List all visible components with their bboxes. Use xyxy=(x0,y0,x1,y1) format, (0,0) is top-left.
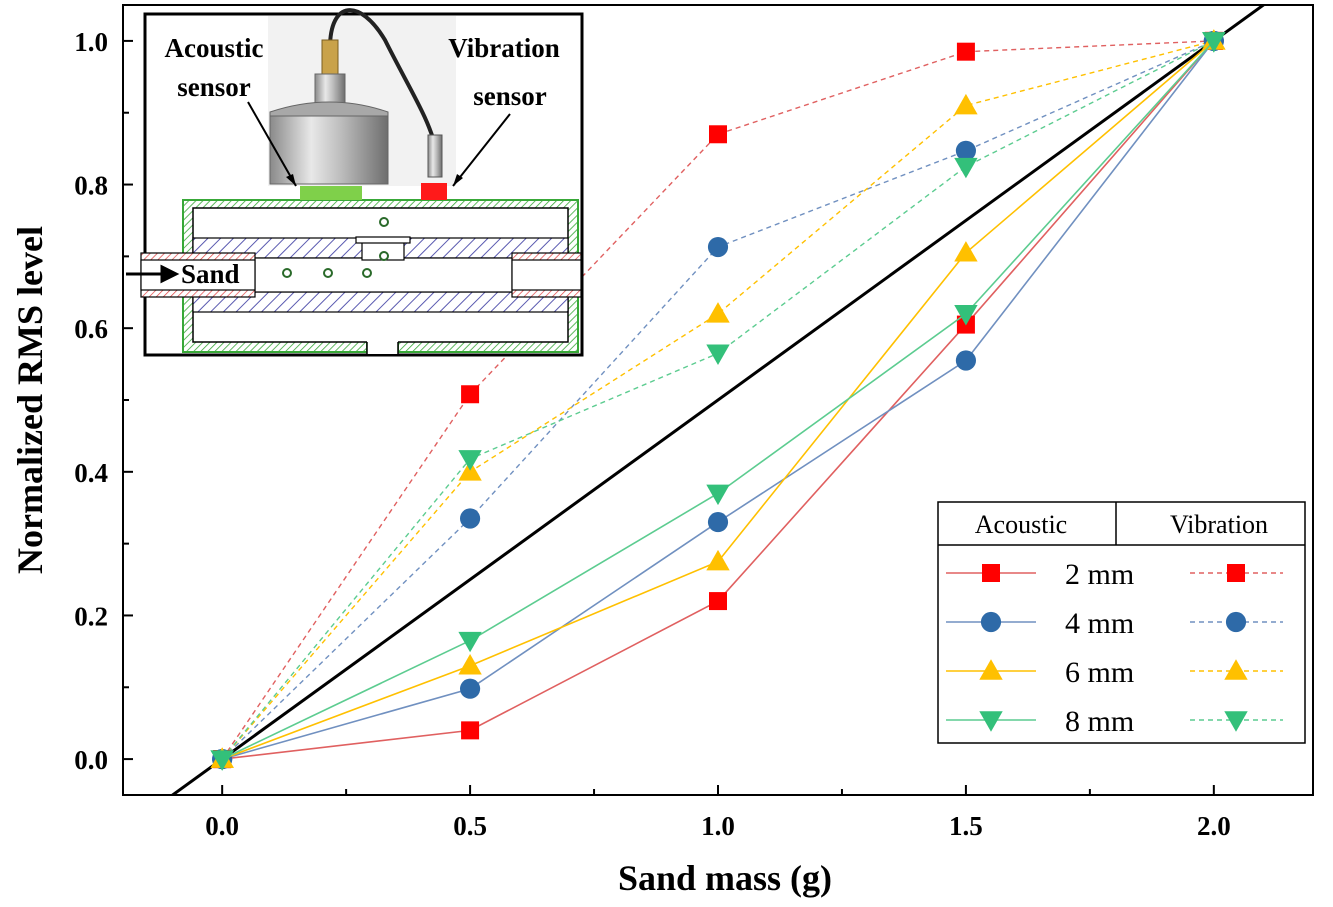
acoustic-sensor-pointer xyxy=(247,101,297,187)
legend-swatch-acoustic-marker xyxy=(982,564,1000,582)
vibration-sensor-label-1: Vibration xyxy=(448,33,560,63)
vibration-pointer-head xyxy=(453,174,463,186)
acoustic-sensor-label-2: sensor xyxy=(177,72,251,102)
sensor-inset: Sand Acoustic sensor Vibration sensor xyxy=(126,8,584,357)
data-point-acoustic-6mm xyxy=(458,654,482,675)
data-point-vibration-4mm xyxy=(955,140,976,161)
legend-swatch-vibration-marker xyxy=(1227,564,1245,582)
vibration-sensor-label-2: sensor xyxy=(473,81,547,111)
series-acoustic-8mm xyxy=(210,32,1226,771)
x-tick-label: 0.5 xyxy=(453,811,487,841)
legend-header-acoustic: Acoustic xyxy=(975,510,1067,539)
legend-rows: 2 mm 4 mm 6 mm 8 mm xyxy=(946,558,1283,738)
data-point-vibration-6mm xyxy=(954,93,978,115)
legend-swatch-acoustic-marker xyxy=(980,611,1002,633)
probe-flange xyxy=(355,236,411,244)
acoustic-pointer-head xyxy=(286,174,296,186)
outlet-gap xyxy=(367,340,398,354)
data-point-vibration-8mm xyxy=(458,450,482,471)
legend-row: 2 mm xyxy=(946,558,1283,591)
data-point-acoustic-2mm xyxy=(709,592,727,611)
data-point-vibration-2mm xyxy=(461,385,480,404)
y-tick-label: 0.8 xyxy=(74,171,108,201)
data-point-acoustic-2mm xyxy=(461,721,480,740)
legend: Acoustic Vibration 2 mm 4 mm 6 mm 8 mm xyxy=(937,501,1306,744)
data-point-acoustic-4mm xyxy=(707,512,729,533)
legend-swatch-acoustic-marker xyxy=(979,711,1003,732)
y-axis-title: Normalized RMS level xyxy=(10,226,50,574)
axis-ticks: 0.0 0.5 1.0 1.5 2.0 0.0 0.2 0.4 0.6 0.8 1.0 xyxy=(74,27,1230,841)
sand-particle xyxy=(282,268,292,278)
data-point-vibration-4mm xyxy=(707,236,729,258)
data-point-acoustic-4mm xyxy=(955,350,976,371)
sensor-photo xyxy=(269,8,443,185)
legend-swatch-acoustic-marker xyxy=(979,659,1003,680)
y-tick-label: 0.6 xyxy=(74,314,108,344)
data-point-acoustic-6mm xyxy=(954,241,978,262)
series-line-vibration-6mm xyxy=(221,40,1215,760)
flow-cell-schematic: Sand xyxy=(126,199,582,354)
reference-diagonal xyxy=(170,5,1266,795)
sensor-body xyxy=(269,115,389,185)
sensor-cable xyxy=(328,8,438,151)
x-tick-label: 1.0 xyxy=(701,811,735,841)
outlet-bore xyxy=(511,259,582,291)
vibration-sensor-marker xyxy=(421,183,447,200)
sand-particle xyxy=(379,217,389,227)
sand-particle xyxy=(362,268,372,278)
legend-swatch-vibration-marker xyxy=(1225,611,1247,633)
legend-entry-label: 6 mm xyxy=(1065,656,1134,689)
legend-row: 4 mm xyxy=(946,607,1283,640)
sensor-neck xyxy=(314,73,346,105)
x-tick-label: 1.5 xyxy=(949,811,983,841)
data-point-vibration-8mm xyxy=(706,344,730,366)
sand-inlet-arrow xyxy=(126,264,180,284)
vibration-sensor-pointer xyxy=(452,113,511,187)
legend-entry-label: 2 mm xyxy=(1065,558,1134,591)
data-point-vibration-6mm xyxy=(706,302,730,323)
data-point-acoustic-8mm xyxy=(210,750,234,771)
x-tick-label: 0.0 xyxy=(205,811,239,841)
sand-particle xyxy=(379,251,389,261)
data-point-acoustic-8mm xyxy=(954,305,978,326)
y-tick-label: 1.0 xyxy=(74,27,108,57)
x-axis-title: Sand mass (g) xyxy=(618,858,832,898)
y-tick-label: 0.4 xyxy=(74,458,108,488)
data-point-acoustic-4mm xyxy=(460,678,481,699)
sand-label: Sand xyxy=(181,259,240,289)
legend-row: 8 mm xyxy=(946,705,1283,738)
sensor-cap xyxy=(269,101,389,119)
acoustic-sensor-marker xyxy=(300,186,362,200)
data-point-acoustic-8mm xyxy=(1202,32,1226,53)
legend-row: 6 mm xyxy=(946,656,1283,689)
sand-particle xyxy=(323,268,333,278)
data-point-vibration-4mm xyxy=(460,508,481,529)
x-tick-label: 2.0 xyxy=(1197,811,1231,841)
accelerometer-body xyxy=(427,134,443,178)
data-point-vibration-2mm xyxy=(956,42,975,61)
data-point-vibration-8mm xyxy=(954,157,978,179)
reference-line xyxy=(170,5,1266,795)
legend-swatch-vibration-marker xyxy=(1224,659,1248,680)
y-tick-label: 0.2 xyxy=(74,601,108,631)
acoustic-sensor-label-1: Acoustic xyxy=(165,33,264,63)
series-layer xyxy=(210,29,1226,771)
data-point-acoustic-8mm xyxy=(458,631,482,653)
y-tick-label: 0.0 xyxy=(74,745,108,775)
data-point-acoustic-6mm xyxy=(706,549,730,571)
data-point-acoustic-8mm xyxy=(706,484,730,506)
series-line-vibration-2mm xyxy=(221,40,1214,760)
legend-entry-label: 8 mm xyxy=(1065,705,1134,738)
sensor-connector xyxy=(321,39,339,75)
legend-entry-label: 4 mm xyxy=(1065,607,1134,640)
legend-swatch-vibration-marker xyxy=(1224,711,1248,732)
legend-header-vibration: Vibration xyxy=(1170,510,1268,539)
data-point-vibration-2mm xyxy=(709,125,727,144)
